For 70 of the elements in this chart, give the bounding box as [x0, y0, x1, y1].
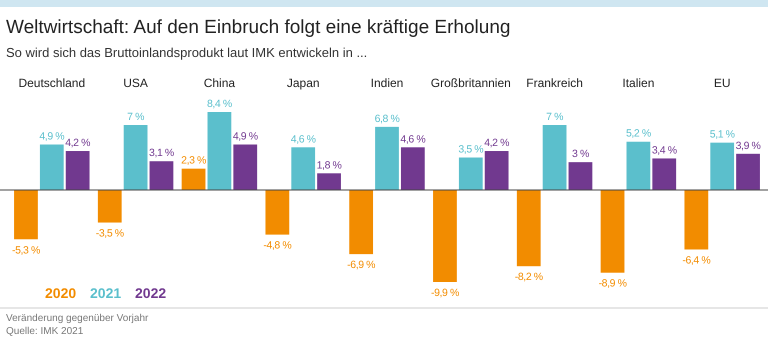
bar	[542, 125, 566, 190]
text: 2020	[45, 285, 76, 301]
x-tick-label: China	[204, 76, 236, 90]
x-tick-label: Großbritannien	[430, 76, 511, 90]
data-label: 4,9 %	[39, 130, 64, 143]
bar	[150, 161, 174, 190]
bar	[652, 158, 676, 190]
x-tick-label: Japan	[286, 76, 320, 90]
bar	[400, 147, 425, 190]
x-tick-label: USA	[123, 76, 148, 90]
bar	[484, 151, 509, 190]
bar	[124, 125, 148, 190]
bar	[291, 147, 316, 190]
bar	[40, 144, 64, 190]
bar	[736, 154, 760, 190]
chart-subtitle: So wird sich das Bruttoinlandsprodukt laut IMK entwickeln in ...	[6, 45, 368, 60]
bar	[516, 190, 541, 266]
text: Veränderung gegenüber Vorjahr	[6, 313, 150, 324]
bar	[710, 142, 734, 190]
data-label: -8,2 %	[514, 271, 543, 284]
data-label: 7 %	[127, 111, 144, 124]
bar	[375, 126, 399, 190]
x-tick-label: EU	[714, 76, 731, 90]
x-tick-label: Italien	[622, 76, 654, 90]
x-tick-label: Deutschland	[18, 76, 86, 90]
bar	[684, 190, 708, 250]
text: 2022	[135, 285, 166, 301]
bar	[626, 142, 650, 190]
data-label: 3,4 %	[652, 144, 677, 156]
bar	[265, 190, 290, 235]
data-label: 2,3 %	[181, 154, 206, 167]
data-label: 4,2 %	[65, 137, 90, 150]
bar	[600, 190, 624, 273]
data-label: -5,3 %	[12, 244, 40, 256]
x-tick-label: Frankreich	[526, 76, 583, 90]
bar	[349, 190, 374, 254]
bar	[458, 158, 483, 190]
bar	[317, 173, 341, 190]
data-label: 4,6 %	[400, 133, 426, 146]
text: 2021	[90, 285, 122, 301]
data-label: 4,9 %	[232, 130, 258, 143]
bar	[182, 168, 206, 190]
data-label: 5,2 %	[626, 128, 651, 140]
chart-title: Weltwirtschaft: Auf den Einbruch folgt eine kräftige Erholung	[6, 17, 510, 38]
bar	[568, 162, 592, 190]
data-label: 8,4 %	[206, 98, 232, 110]
data-label: 4,6 %	[290, 133, 316, 146]
bar	[14, 190, 38, 240]
data-label: -4,8 %	[263, 240, 292, 252]
data-label: -6,9 %	[347, 259, 376, 272]
data-label: 3,9 %	[736, 140, 761, 152]
data-label: -8,9 %	[598, 278, 627, 290]
bar	[208, 112, 232, 190]
bar	[98, 190, 122, 223]
bar	[66, 151, 90, 190]
data-label: -6,4 %	[682, 254, 710, 266]
data-label: 7 %	[546, 111, 564, 124]
bar	[233, 144, 258, 190]
data-label: 3 %	[572, 148, 589, 160]
data-label: 4,2 %	[484, 137, 510, 150]
data-label: -9,9 %	[430, 287, 459, 299]
bar	[433, 190, 457, 282]
data-label: 6,8 %	[374, 112, 400, 125]
source-note: Quelle: IMK 2021	[6, 326, 84, 337]
x-tick-label: Indien	[370, 76, 404, 90]
data-label: 3,1 %	[149, 147, 174, 160]
data-label: 1,8 %	[316, 159, 342, 172]
data-label: 3,5 %	[458, 144, 484, 156]
data-label: 5,1 %	[710, 128, 735, 141]
data-label: -3,5 %	[96, 228, 124, 240]
